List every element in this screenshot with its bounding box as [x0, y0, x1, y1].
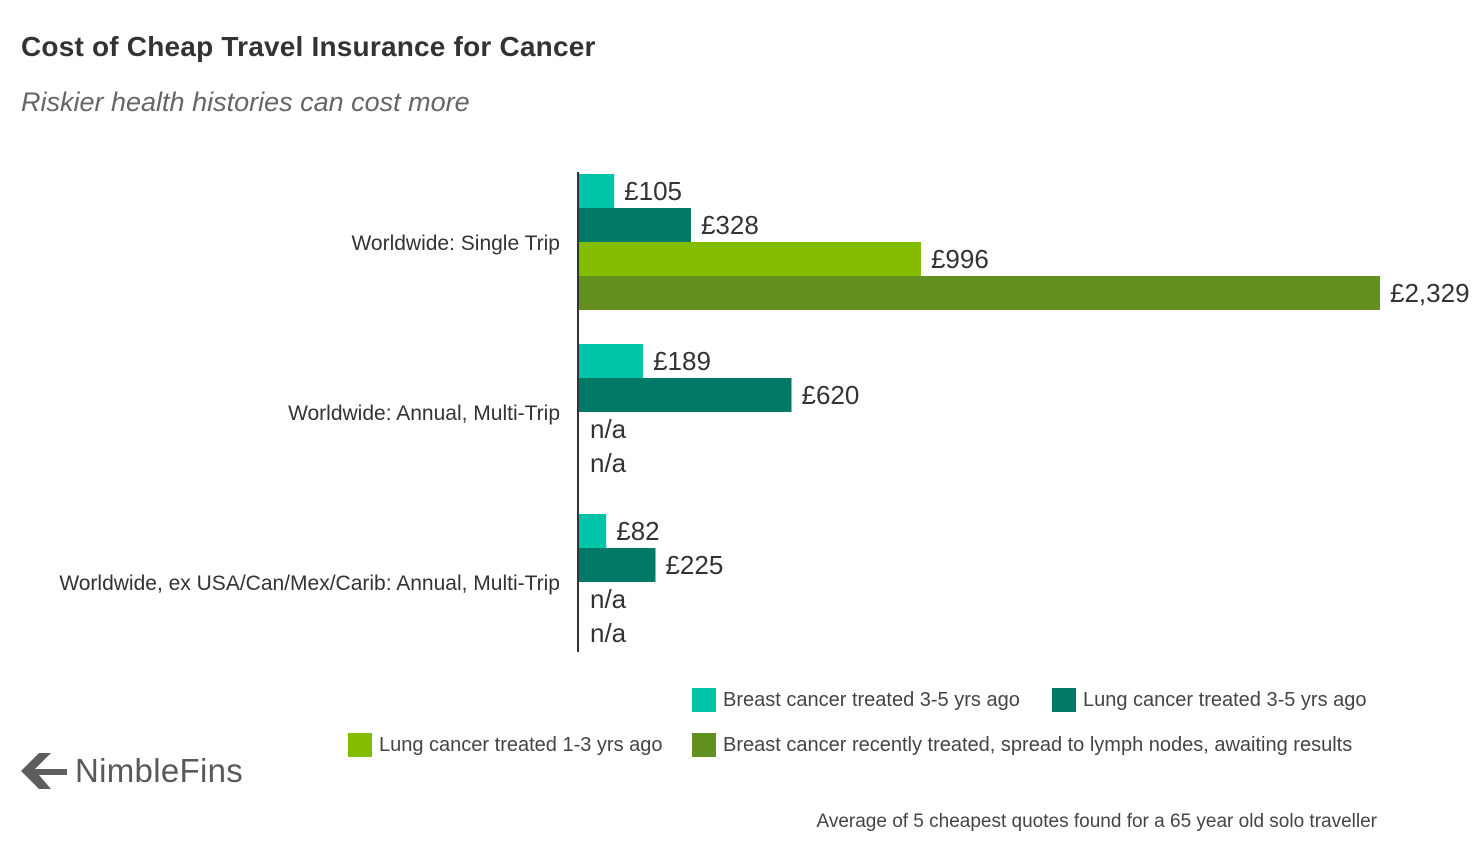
- category-label: Worldwide: Annual, Multi-Trip: [288, 402, 560, 425]
- bar: [578, 242, 921, 276]
- data-label: £2,329: [1390, 278, 1470, 308]
- bar: [578, 208, 691, 242]
- legend-swatch: [1052, 688, 1076, 712]
- data-label: £189: [653, 346, 711, 376]
- data-label: n/a: [590, 618, 627, 648]
- legend-label: Breast cancer treated 3-5 yrs ago: [723, 688, 1020, 711]
- legend-item-breast-3-5: Breast cancer treated 3-5 yrs ago: [692, 688, 1020, 712]
- bar-chart: Worldwide: Single Trip £105 £328 £996 £2,329…: [59, 172, 1470, 652]
- legend-item-lung-3-5: Lung cancer treated 3-5 yrs ago: [1052, 688, 1367, 712]
- arrow-left-logo-icon: [21, 753, 67, 789]
- category-label: Worldwide: Single Trip: [351, 232, 560, 255]
- data-label: n/a: [590, 414, 627, 444]
- chart-subtitle: Riskier health histories can cost more: [21, 87, 470, 117]
- footnote: Average of 5 cheapest quotes found for a…: [816, 811, 1377, 832]
- bar: [578, 378, 792, 412]
- bar: [578, 276, 1380, 310]
- bar: [578, 344, 644, 378]
- legend-item-lung-1-3: Lung cancer treated 1-3 yrs ago: [348, 733, 663, 757]
- data-label: £225: [665, 550, 723, 580]
- data-label: £328: [701, 210, 759, 240]
- data-label: £620: [801, 380, 859, 410]
- bar: [578, 174, 615, 208]
- data-label: n/a: [590, 584, 627, 614]
- data-label: n/a: [590, 448, 627, 478]
- category-label: Worldwide, ex USA/Can/Mex/Carib: Annual,…: [59, 572, 560, 595]
- data-label: £82: [616, 516, 659, 546]
- legend-swatch: [692, 688, 716, 712]
- bar: [578, 514, 607, 548]
- nimblefins-logo: NimbleFins: [21, 752, 243, 790]
- bar: [578, 548, 656, 582]
- data-label: £996: [931, 244, 989, 274]
- legend-label: Lung cancer treated 3-5 yrs ago: [1083, 688, 1367, 711]
- logo-text: NimbleFins: [75, 752, 244, 789]
- data-label: £105: [624, 176, 682, 206]
- legend-label: Lung cancer treated 1-3 yrs ago: [379, 733, 663, 756]
- legend-swatch: [692, 733, 716, 757]
- legend-label: Breast cancer recently treated, spread t…: [723, 733, 1353, 756]
- chart-title: Cost of Cheap Travel Insurance for Cance…: [21, 31, 596, 62]
- legend-swatch: [348, 733, 372, 757]
- legend-item-breast-recent: Breast cancer recently treated, spread t…: [692, 733, 1352, 757]
